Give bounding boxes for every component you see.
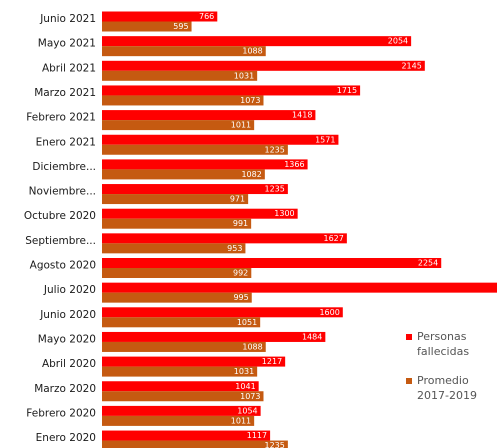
legend-swatch-personas-fallecidas <box>406 334 412 340</box>
legend-label: 2017-2019 <box>417 389 477 402</box>
bar-promedio-2017-2019 <box>102 194 249 205</box>
bar-promedio-2017-2019 <box>102 169 265 180</box>
data-label-personas-fallecidas: 766 <box>199 12 214 21</box>
legend-label: Promedio <box>417 374 469 387</box>
data-label-personas-fallecidas: 1571 <box>315 135 335 144</box>
category-label: Enero 2021 <box>36 136 96 148</box>
data-label-promedio-2017-2019: 1082 <box>241 170 261 179</box>
data-label-personas-fallecidas: 1054 <box>237 406 257 415</box>
bar-promedio-2017-2019 <box>102 391 264 402</box>
bar-promedio-2017-2019 <box>102 366 258 377</box>
category-label: Mayo 2021 <box>38 38 96 50</box>
data-label-personas-fallecidas: 1600 <box>319 308 339 317</box>
data-label-promedio-2017-2019: 1073 <box>240 96 260 105</box>
bar-promedio-2017-2019 <box>102 292 252 303</box>
data-label-promedio-2017-2019: 1088 <box>242 342 262 351</box>
category-label: Agosto 2020 <box>30 260 96 272</box>
bar-promedio-2017-2019 <box>102 440 288 448</box>
bar-personas-fallecidas <box>102 60 425 71</box>
bar-personas-fallecidas <box>102 331 326 342</box>
data-label-personas-fallecidas: 1418 <box>292 111 312 120</box>
bar-personas-fallecidas <box>102 381 259 392</box>
data-label-promedio-2017-2019: 991 <box>233 219 248 228</box>
bar-personas-fallecidas <box>102 430 271 441</box>
bar-promedio-2017-2019 <box>102 144 288 155</box>
data-label-promedio-2017-2019: 1073 <box>240 392 260 401</box>
bar-personas-fallecidas <box>102 11 218 22</box>
data-label-promedio-2017-2019: 1031 <box>234 71 254 80</box>
bar-promedio-2017-2019 <box>102 218 252 229</box>
category-label: Junio 2020 <box>39 309 96 321</box>
data-label-promedio-2017-2019: 1235 <box>265 145 285 154</box>
bar-promedio-2017-2019 <box>102 46 266 57</box>
data-label-personas-fallecidas: 2145 <box>401 61 421 70</box>
data-label-personas-fallecidas: 2054 <box>388 37 408 46</box>
data-label-promedio-2017-2019: 1051 <box>237 318 257 327</box>
data-label-promedio-2017-2019: 992 <box>233 269 248 278</box>
bar-promedio-2017-2019 <box>102 268 252 278</box>
data-label-promedio-2017-2019: 953 <box>227 244 242 253</box>
data-label-personas-fallecidas: 1366 <box>284 160 304 169</box>
legend-label: Personas <box>417 330 467 343</box>
bar-promedio-2017-2019 <box>102 243 246 254</box>
category-label: Mayo 2020 <box>38 333 96 345</box>
data-label-personas-fallecidas: 1715 <box>337 86 357 95</box>
category-label: Marzo 2020 <box>34 383 96 395</box>
bar-personas-fallecidas <box>102 208 298 219</box>
bar-promedio-2017-2019 <box>102 317 261 328</box>
category-label: Octubre 2020 <box>24 210 96 222</box>
data-label-personas-fallecidas: 1041 <box>235 382 255 391</box>
category-label: Julio 2020 <box>43 284 96 296</box>
category-label: Diciembre... <box>32 161 96 173</box>
category-label: Junio 2021 <box>39 13 96 25</box>
bar-personas-fallecidas <box>102 159 308 170</box>
bar-personas-fallecidas <box>102 134 339 145</box>
legend-label: fallecidas <box>417 345 469 358</box>
data-label-promedio-2017-2019: 595 <box>173 22 188 31</box>
legend-swatch-promedio-2017-2019 <box>406 378 412 384</box>
bar-promedio-2017-2019 <box>102 415 255 426</box>
bar-personas-fallecidas <box>102 184 288 195</box>
data-label-personas-fallecidas: 1117 <box>247 431 267 440</box>
bar-promedio-2017-2019 <box>102 341 266 352</box>
data-label-promedio-2017-2019: 1011 <box>231 416 251 425</box>
bar-personas-fallecidas <box>102 110 316 121</box>
data-label-personas-fallecidas: 1217 <box>262 357 282 366</box>
data-label-personas-fallecidas: 2254 <box>418 259 438 268</box>
data-label-personas-fallecidas: 1484 <box>302 332 322 341</box>
bar-promedio-2017-2019 <box>102 95 264 106</box>
category-label: Septiembre... <box>25 235 96 247</box>
bar-personas-fallecidas <box>102 307 343 318</box>
data-label-promedio-2017-2019: 995 <box>233 293 248 302</box>
bar-personas-fallecidas <box>102 282 497 293</box>
data-label-promedio-2017-2019: 1011 <box>231 121 251 130</box>
data-label-promedio-2017-2019: 1235 <box>265 441 285 448</box>
bar-personas-fallecidas <box>102 258 442 268</box>
category-label: Abril 2021 <box>42 62 96 74</box>
bar-promedio-2017-2019 <box>102 120 255 131</box>
data-label-personas-fallecidas: 1300 <box>274 209 294 218</box>
bar-personas-fallecidas <box>102 356 286 367</box>
category-label: Febrero 2020 <box>26 407 96 419</box>
bar-personas-fallecidas <box>102 85 361 96</box>
data-label-personas-fallecidas: 1627 <box>324 234 344 243</box>
data-label-promedio-2017-2019: 971 <box>230 195 245 204</box>
category-label: Abril 2020 <box>42 358 96 370</box>
data-label-promedio-2017-2019: 1031 <box>234 367 254 376</box>
bar-promedio-2017-2019 <box>102 21 192 32</box>
category-label: Noviembre... <box>29 186 96 198</box>
bar-promedio-2017-2019 <box>102 70 258 81</box>
bar-personas-fallecidas <box>102 36 412 47</box>
data-label-personas-fallecidas: 1235 <box>265 185 285 194</box>
category-label: Marzo 2021 <box>34 87 96 99</box>
bar-personas-fallecidas <box>102 233 347 244</box>
data-label-promedio-2017-2019: 1088 <box>242 47 262 56</box>
bar-personas-fallecidas <box>102 405 261 416</box>
category-label: Febrero 2021 <box>26 112 96 124</box>
category-label: Enero 2020 <box>36 432 96 444</box>
